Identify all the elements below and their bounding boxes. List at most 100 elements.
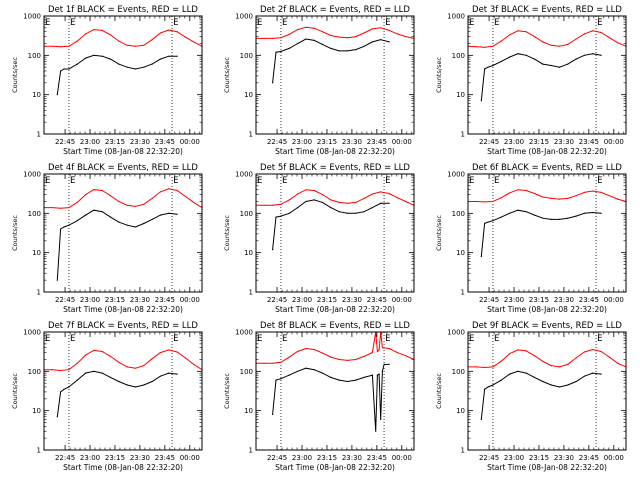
x-tick-label: 23:15 <box>317 296 337 304</box>
data-point-events <box>346 50 349 52</box>
data-point-events <box>134 226 137 228</box>
data-point-lld <box>134 205 137 207</box>
y-tick-label: 100 <box>240 368 253 376</box>
data-point-events <box>575 380 577 383</box>
y-tick-label: 1 <box>461 289 465 297</box>
data-point-events <box>363 211 365 213</box>
series-line-lld <box>256 331 415 364</box>
data-point-events <box>517 53 519 55</box>
data-point-events <box>487 386 489 388</box>
data-point-lld <box>388 29 390 31</box>
data-point-lld <box>484 366 486 369</box>
y-tick-label: 100 <box>240 52 253 60</box>
data-point-lld <box>330 34 332 37</box>
data-point-lld <box>184 36 186 38</box>
x-tick-label: 23:30 <box>342 296 362 304</box>
data-point-events <box>143 66 145 68</box>
data-point-events <box>592 53 594 55</box>
data-point-events <box>143 384 145 386</box>
data-point-lld <box>176 31 178 33</box>
y-tick-label: 10 <box>244 249 253 257</box>
data-point-events <box>68 224 70 226</box>
y-tick-label: 1 <box>461 447 465 455</box>
data-point-lld <box>592 30 594 32</box>
data-point-lld <box>550 44 552 46</box>
data-point-lld <box>592 190 594 192</box>
y-axis-label: Counts/sec <box>11 373 19 409</box>
data-point-events <box>492 384 494 386</box>
data-point-lld <box>525 350 527 352</box>
data-point-lld <box>583 33 586 35</box>
y-tick-label: 1000 <box>447 329 465 337</box>
data-point-lld <box>168 349 170 351</box>
x-tick-label: 23:00 <box>80 454 100 462</box>
y-tick-label: 100 <box>28 52 41 60</box>
data-point-lld <box>151 39 153 41</box>
data-point-lld <box>388 192 390 195</box>
data-point-lld <box>193 363 195 365</box>
data-point-lld <box>151 358 153 360</box>
panel-title: Det 2f BLACK = Events, RED = LLD <box>260 5 410 15</box>
data-point-lld <box>575 357 577 359</box>
data-point-events <box>109 216 112 218</box>
y-tick-label: 100 <box>452 368 465 376</box>
data-point-lld <box>159 191 161 193</box>
detector-panel-3: Det 3f BLACK = Events, RED = LLD Counts/s… <box>435 5 627 156</box>
data-point-events <box>60 228 62 230</box>
y-tick-label: 100 <box>452 210 465 218</box>
data-point-events <box>500 60 502 63</box>
data-point-lld <box>558 366 561 368</box>
data-point-lld <box>272 204 274 206</box>
data-point-events <box>500 379 502 381</box>
data-point-events <box>76 63 78 65</box>
x-tick-label: 23:00 <box>504 454 524 462</box>
x-tick-label: 23:00 <box>504 296 524 304</box>
data-point-events <box>275 379 277 381</box>
data-point-events <box>575 215 577 217</box>
data-point-events <box>297 370 299 372</box>
data-point-events <box>492 220 494 222</box>
data-point-events <box>305 200 307 203</box>
data-point-events <box>600 212 602 214</box>
data-point-events <box>275 216 277 218</box>
data-point-lld <box>321 31 324 33</box>
series-line-lld <box>44 188 203 209</box>
data-point-events <box>380 39 382 41</box>
corner-marker-label: E <box>257 334 262 344</box>
data-point-events <box>583 54 586 56</box>
data-point-lld <box>109 355 112 357</box>
y-tick-label: 1000 <box>235 329 253 337</box>
data-point-lld <box>85 194 87 196</box>
y-tick-label: 1 <box>37 447 41 455</box>
data-point-lld <box>176 189 178 192</box>
time-marker-label: E <box>494 18 499 28</box>
y-tick-label: 1 <box>249 447 253 455</box>
x-tick-label: 23:45 <box>367 454 387 462</box>
data-point-events <box>542 63 544 65</box>
y-axis-label: Counts/sec <box>223 373 231 409</box>
x-tick-label: 23:45 <box>155 138 175 146</box>
data-point-lld <box>475 200 477 203</box>
data-point-lld <box>492 366 494 368</box>
data-point-events <box>118 380 120 383</box>
y-tick-label: 100 <box>452 52 465 60</box>
data-point-lld <box>338 358 340 361</box>
x-tick-label: 00:00 <box>604 454 624 462</box>
data-point-events <box>76 220 78 222</box>
y-tick-label: 1000 <box>235 171 253 179</box>
panel-title: Det 6f BLACK = Events, RED = LLD <box>472 163 622 173</box>
x-axis-label: Start Time (08-Jan-08 22:32:20) <box>63 305 183 314</box>
data-point-lld <box>109 34 112 36</box>
data-point-events <box>126 224 128 226</box>
data-point-lld <box>525 31 527 33</box>
x-tick-label: 23:30 <box>130 454 150 462</box>
data-point-events <box>575 58 577 60</box>
y-axis-label: Counts/sec <box>435 373 443 409</box>
data-point-events <box>288 212 290 214</box>
data-point-events <box>101 55 103 57</box>
data-point-events <box>525 54 527 56</box>
data-point-events <box>272 249 274 251</box>
x-tick-label: 23:15 <box>529 138 549 146</box>
data-point-lld <box>159 352 161 354</box>
y-axis-label: Counts/sec <box>223 57 231 93</box>
